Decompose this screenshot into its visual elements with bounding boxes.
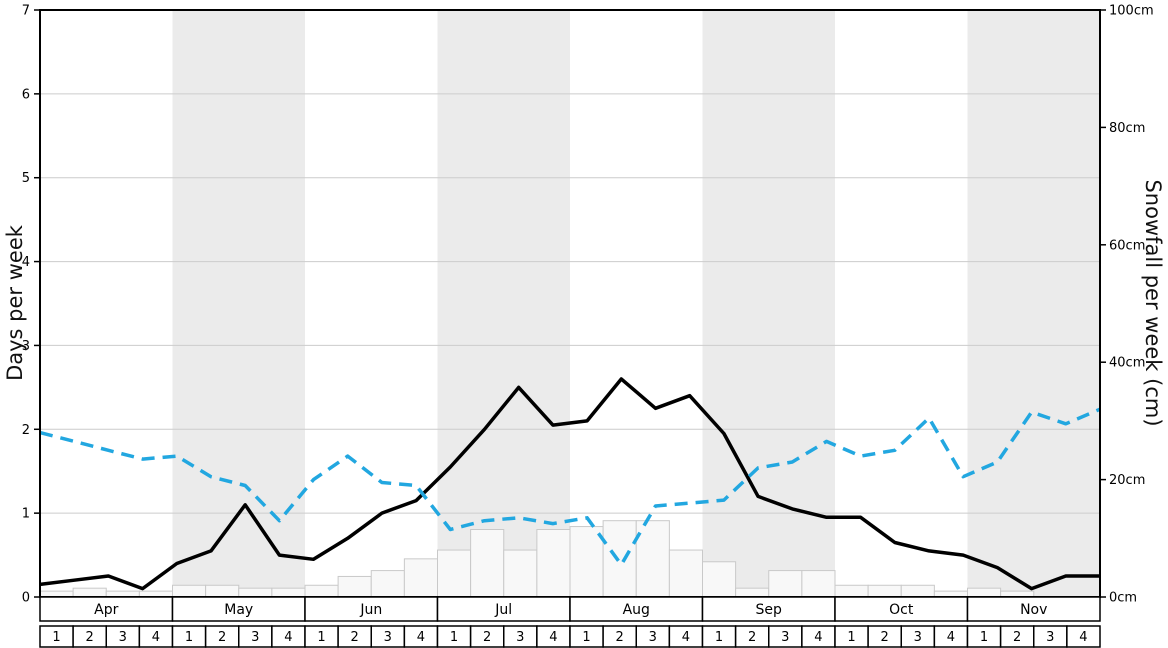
month-label: Oct bbox=[889, 602, 914, 618]
week-label: 3 bbox=[649, 630, 657, 645]
week-label: 2 bbox=[748, 630, 756, 645]
snow-bar bbox=[900, 584, 935, 598]
week-label: 2 bbox=[218, 630, 226, 645]
week-label: 2 bbox=[351, 630, 359, 645]
week-label: 3 bbox=[1046, 630, 1054, 645]
snow-bar bbox=[205, 584, 240, 598]
snow-bar bbox=[72, 587, 107, 598]
week-label: 3 bbox=[781, 630, 789, 645]
week-label: 1 bbox=[715, 630, 723, 645]
week-label: 1 bbox=[317, 630, 325, 645]
week-label: 1 bbox=[185, 630, 193, 645]
snow-bar bbox=[337, 575, 372, 598]
month-cell bbox=[966, 596, 1101, 622]
snow-bar bbox=[602, 520, 637, 598]
snow-bar bbox=[967, 587, 1002, 598]
month-label: Apr bbox=[94, 602, 118, 618]
snow-bar bbox=[768, 570, 803, 598]
week-label: 2 bbox=[86, 630, 94, 645]
month-band bbox=[172, 10, 305, 597]
month-label: Nov bbox=[1020, 602, 1047, 618]
snow-bar bbox=[834, 584, 869, 598]
snowfall-days-line bbox=[39, 377, 1100, 591]
month-band bbox=[437, 10, 570, 597]
left-tick-label: 1 bbox=[22, 507, 30, 522]
month-label: Jul bbox=[494, 602, 512, 618]
week-label: 4 bbox=[947, 630, 955, 645]
week-label: 1 bbox=[52, 630, 60, 645]
month-band bbox=[967, 10, 1100, 597]
snow-bar bbox=[238, 587, 273, 598]
snow-bar bbox=[172, 584, 207, 598]
month-cell bbox=[436, 596, 571, 622]
week-label: 3 bbox=[914, 630, 922, 645]
week-label: 4 bbox=[1079, 630, 1087, 645]
month-cell bbox=[701, 596, 836, 622]
week-label: 4 bbox=[284, 630, 292, 645]
left-tick-label: 6 bbox=[22, 87, 30, 102]
left-tick-label: 4 bbox=[22, 255, 30, 270]
week-label: 3 bbox=[119, 630, 127, 645]
week-label: 4 bbox=[549, 630, 557, 645]
snow-bar bbox=[470, 528, 505, 598]
snow-bar bbox=[635, 520, 670, 598]
snow-bar bbox=[569, 526, 604, 598]
month-cell bbox=[171, 596, 306, 622]
week-label: 4 bbox=[814, 630, 822, 645]
month-band bbox=[702, 10, 835, 597]
week-label: 1 bbox=[450, 630, 458, 645]
week-label: 2 bbox=[1013, 630, 1021, 645]
week-label: 3 bbox=[384, 630, 392, 645]
week-label: 4 bbox=[152, 630, 160, 645]
snowfall-amount-line bbox=[39, 407, 1101, 567]
week-label: 2 bbox=[881, 630, 889, 645]
week-label: 1 bbox=[980, 630, 988, 645]
left-tick-label: 7 bbox=[22, 4, 30, 19]
week-label: 1 bbox=[847, 630, 855, 645]
left-tick-label: 0 bbox=[22, 591, 30, 606]
snow-bar bbox=[702, 561, 737, 598]
month-label: Jun bbox=[359, 602, 382, 618]
left-tick-label: 2 bbox=[22, 423, 30, 438]
right-tick-label: 60cm bbox=[1109, 238, 1145, 253]
snow-bar bbox=[536, 528, 571, 598]
week-label: 2 bbox=[616, 630, 624, 645]
left-tick-label: 5 bbox=[22, 171, 30, 186]
right-tick-label: 80cm bbox=[1109, 121, 1145, 136]
week-label: 1 bbox=[582, 630, 590, 645]
week-label: 4 bbox=[417, 630, 425, 645]
snow-bar bbox=[735, 587, 770, 598]
snow-bar bbox=[668, 549, 703, 598]
right-tick-label: 20cm bbox=[1109, 473, 1145, 488]
snow-bar bbox=[801, 570, 836, 598]
month-cell bbox=[304, 596, 439, 622]
snow-bar bbox=[437, 549, 472, 598]
month-label: Sep bbox=[756, 602, 783, 618]
week-label: 2 bbox=[483, 630, 491, 645]
month-label: Aug bbox=[623, 602, 650, 618]
right-tick-label: 0cm bbox=[1109, 591, 1137, 606]
week-label: 3 bbox=[251, 630, 259, 645]
snow-bar bbox=[271, 587, 306, 598]
month-cell bbox=[834, 596, 969, 622]
right-tick-label: 100cm bbox=[1109, 4, 1154, 19]
left-tick-label: 3 bbox=[22, 339, 30, 354]
snow-bar bbox=[867, 584, 902, 598]
week-cell bbox=[1066, 625, 1101, 648]
snow-bar bbox=[304, 584, 339, 598]
week-label: 4 bbox=[682, 630, 690, 645]
snow-bar bbox=[370, 570, 405, 598]
snow-bar bbox=[503, 549, 538, 598]
week-label: 3 bbox=[516, 630, 524, 645]
month-label: May bbox=[224, 602, 253, 618]
right-tick-label: 40cm bbox=[1109, 356, 1145, 371]
snow-bar bbox=[403, 558, 438, 598]
